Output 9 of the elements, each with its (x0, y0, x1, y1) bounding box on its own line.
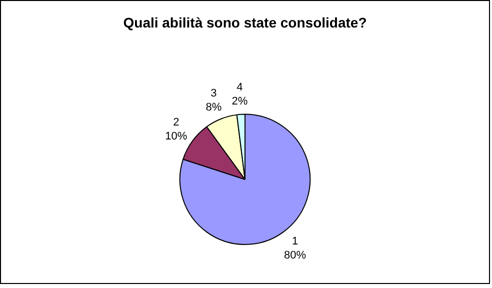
data-label: 80% (284, 249, 306, 262)
slice-label: 1 (292, 235, 298, 248)
data-label: 8% (206, 101, 222, 114)
slice-label: 4 (236, 82, 243, 94)
chart-title: Quali abilità sono state consolidate? (123, 14, 367, 30)
slice-label: 2 (173, 116, 180, 128)
data-label: 2% (232, 96, 248, 108)
data-label: 10% (165, 130, 188, 142)
slice-label: 3 (210, 87, 217, 100)
